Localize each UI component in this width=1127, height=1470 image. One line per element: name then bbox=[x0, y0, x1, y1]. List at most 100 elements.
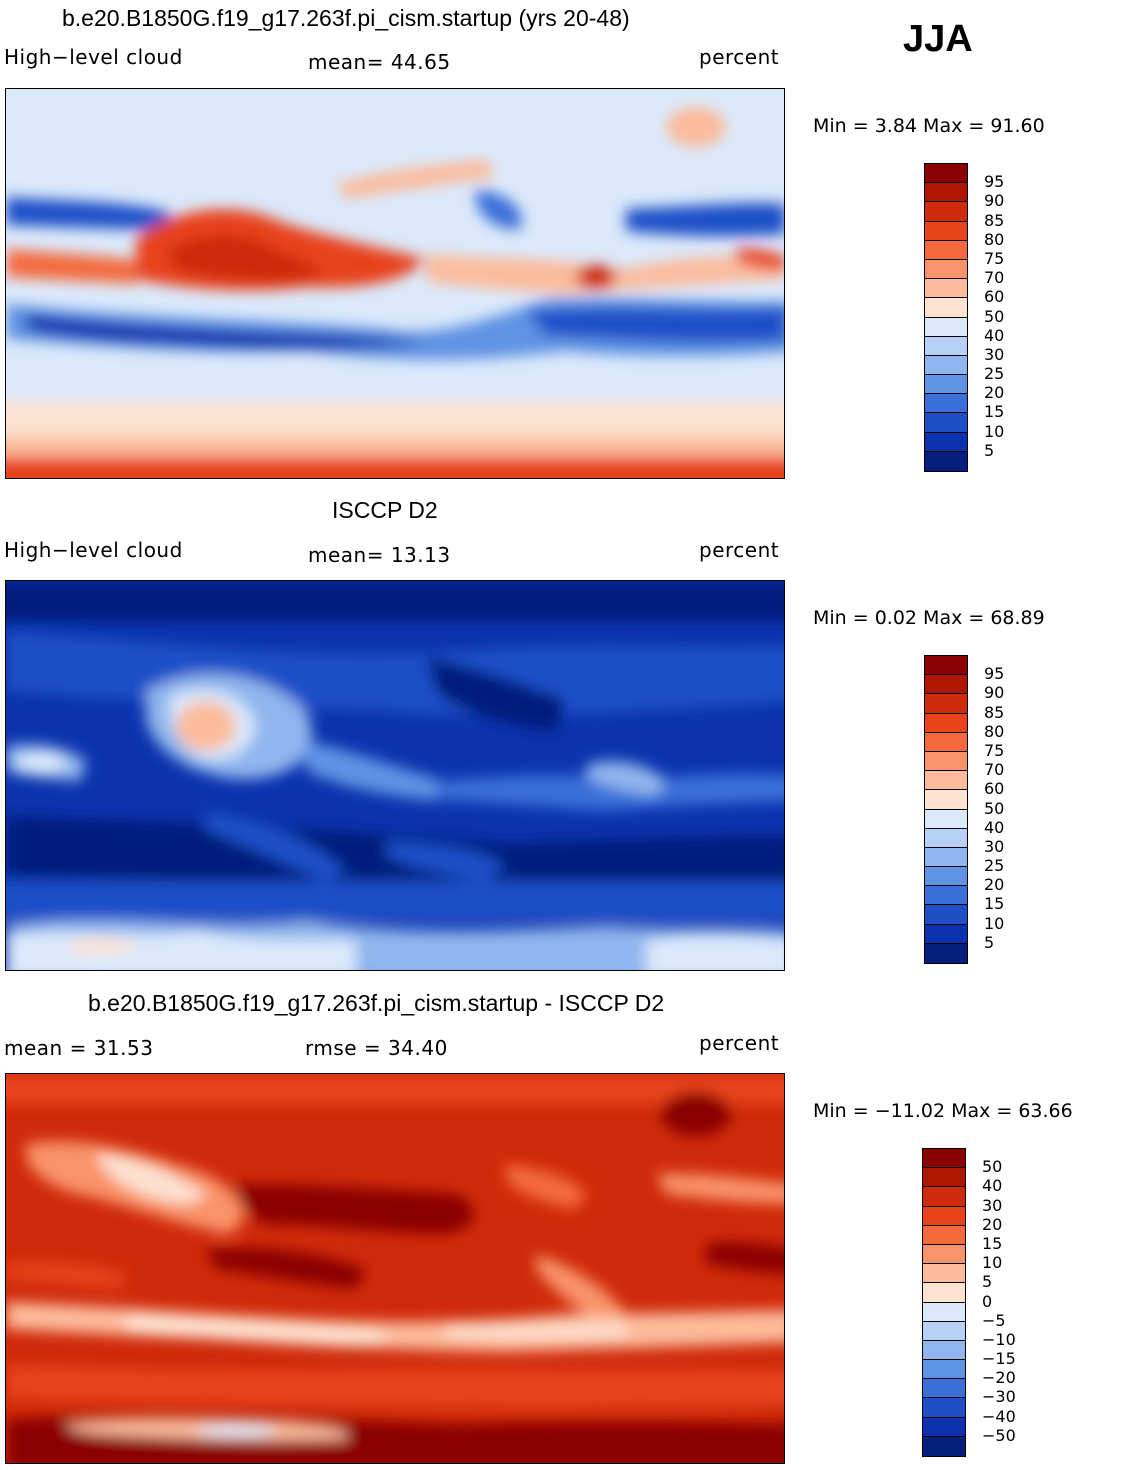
colorbar-swatch bbox=[925, 298, 967, 318]
panel-diff-units-label: percent bbox=[699, 1031, 780, 1055]
panel-model-units-label: percent bbox=[699, 45, 780, 69]
colorbar-tick-label: 30 bbox=[984, 836, 1005, 856]
panel-diff-map-field bbox=[6, 1074, 784, 1463]
colorbar-swatch bbox=[923, 1340, 965, 1361]
colorbar-tick-label: 15 bbox=[984, 894, 1005, 914]
panel-model-mean-label: mean= 44.65 bbox=[308, 50, 451, 74]
panel-model-minmax: Min = 3.84 Max = 91.60 bbox=[813, 115, 1045, 137]
panel-diff-minmax: Min = −11.02 Max = 63.66 bbox=[813, 1100, 1073, 1122]
colorbar-tick-label: 25 bbox=[984, 856, 1005, 876]
colorbar-swatch bbox=[925, 905, 967, 925]
colorbar-tick-label: 50 bbox=[984, 798, 1005, 818]
season-label: JJA bbox=[903, 18, 973, 60]
colorbar-tick-label: −5 bbox=[982, 1310, 1006, 1330]
colorbar-swatch bbox=[925, 847, 967, 868]
colorbar-tick-label: −10 bbox=[982, 1329, 1016, 1349]
panel-obs-mean-label: mean= 13.13 bbox=[308, 543, 451, 567]
colorbar-swatch bbox=[925, 355, 967, 376]
colorbar-swatch bbox=[923, 1206, 965, 1226]
colorbar-tick-label: 40 bbox=[984, 325, 1005, 345]
colorbar-swatch bbox=[925, 164, 967, 184]
colorbar-tick-label: 5 bbox=[984, 932, 995, 952]
colorbar-tick-label: 85 bbox=[984, 210, 1005, 230]
colorbar-tick-label: 40 bbox=[982, 1176, 1003, 1196]
colorbar-tick-label: 5 bbox=[984, 440, 995, 460]
colorbar-swatch bbox=[925, 240, 967, 260]
colorbar-tick-label: 75 bbox=[984, 248, 1005, 268]
colorbar-tick-label: 90 bbox=[984, 683, 1005, 703]
colorbar-tick-label: 60 bbox=[984, 287, 1005, 307]
panel-model-variable-label: High−level cloud bbox=[4, 45, 183, 69]
colorbar-tick-label: 85 bbox=[984, 702, 1005, 722]
colorbar-swatch bbox=[923, 1360, 965, 1380]
colorbar-tick-label: 15 bbox=[984, 402, 1005, 422]
colorbar-swatch bbox=[923, 1225, 965, 1245]
colorbar-swatch bbox=[923, 1398, 965, 1418]
panel-diff-mean-label: mean = 31.53 bbox=[4, 1036, 154, 1060]
colorbar-swatch bbox=[923, 1417, 965, 1437]
colorbar-tick-label: −30 bbox=[982, 1387, 1016, 1407]
colorbar-swatch bbox=[925, 413, 967, 433]
colorbar-tick-label: 0 bbox=[982, 1291, 993, 1311]
colorbar-swatch bbox=[923, 1436, 965, 1456]
colorbar-swatch bbox=[925, 259, 967, 280]
colorbar-tick-label: −50 bbox=[982, 1425, 1016, 1445]
colorbar-tick-label: 75 bbox=[984, 740, 1005, 760]
colorbar-tick-label: 5 bbox=[982, 1272, 993, 1292]
colorbar-tick-label: 70 bbox=[984, 760, 1005, 780]
colorbar-swatch bbox=[925, 432, 967, 452]
panel-diff-map bbox=[5, 1073, 785, 1464]
colorbar-tick-label: 20 bbox=[984, 383, 1005, 403]
panel-obs-map-field bbox=[6, 581, 784, 970]
colorbar-tick-label: 80 bbox=[984, 229, 1005, 249]
colorbar-swatch bbox=[925, 828, 967, 848]
colorbar-swatch bbox=[923, 1244, 965, 1265]
colorbar-tick-label: 40 bbox=[984, 817, 1005, 837]
colorbar-tick-label: 10 bbox=[982, 1253, 1003, 1273]
panel-obs-minmax: Min = 0.02 Max = 68.89 bbox=[813, 607, 1045, 629]
colorbar-tick-label: 95 bbox=[984, 172, 1005, 192]
colorbar-tick-label: 20 bbox=[982, 1214, 1003, 1234]
colorbar-swatch bbox=[923, 1302, 965, 1322]
colorbar-tick-label: 95 bbox=[984, 664, 1005, 684]
colorbar-tick-label: 70 bbox=[984, 268, 1005, 288]
colorbar-swatch bbox=[925, 375, 967, 395]
colorbar-swatch bbox=[925, 886, 967, 906]
colorbar-swatch bbox=[925, 809, 967, 829]
colorbar-swatch bbox=[925, 771, 967, 791]
colorbar-swatch bbox=[923, 1379, 965, 1399]
colorbar-swatch bbox=[925, 202, 967, 222]
colorbar-swatch bbox=[923, 1168, 965, 1188]
colorbar-swatch bbox=[923, 1149, 965, 1169]
colorbar-swatch bbox=[925, 943, 967, 963]
colorbar-swatch bbox=[925, 183, 967, 203]
colorbar-tick-label: 10 bbox=[984, 913, 1005, 933]
colorbar-tick-label: 30 bbox=[984, 344, 1005, 364]
colorbar-tick-label: 30 bbox=[982, 1195, 1003, 1215]
panel-model-map bbox=[5, 88, 785, 479]
colorbar-tick-label: 90 bbox=[984, 191, 1005, 211]
panel-obs-variable-label: High−level cloud bbox=[4, 538, 183, 562]
colorbar-swatch bbox=[923, 1264, 965, 1284]
colorbar-swatch bbox=[925, 675, 967, 695]
colorbar-tick-label: 50 bbox=[982, 1157, 1003, 1177]
colorbar-swatch bbox=[925, 694, 967, 714]
panel-diff-title: b.e20.B1850G.f19_g17.263f.pi_cism.startu… bbox=[88, 990, 665, 1016]
colorbar-swatch bbox=[925, 867, 967, 887]
colorbar-swatch bbox=[923, 1187, 965, 1207]
panel-obs-units-label: percent bbox=[699, 538, 780, 562]
colorbar-swatch bbox=[925, 790, 967, 810]
panel-obs-colorbar bbox=[924, 655, 968, 964]
panel-model-map-field bbox=[6, 89, 784, 478]
panel-model-title: b.e20.B1850G.f19_g17.263f.pi_cism.startu… bbox=[62, 5, 630, 31]
colorbar-swatch bbox=[925, 732, 967, 752]
colorbar-tick-label: −15 bbox=[982, 1349, 1016, 1369]
panel-obs-title: ISCCP D2 bbox=[332, 497, 438, 523]
colorbar-swatch bbox=[925, 924, 967, 944]
colorbar-tick-label: 15 bbox=[982, 1233, 1003, 1253]
colorbar-swatch bbox=[925, 279, 967, 299]
colorbar-swatch bbox=[925, 317, 967, 337]
colorbar-swatch bbox=[925, 221, 967, 241]
colorbar-swatch bbox=[925, 713, 967, 733]
colorbar-swatch bbox=[925, 451, 967, 471]
